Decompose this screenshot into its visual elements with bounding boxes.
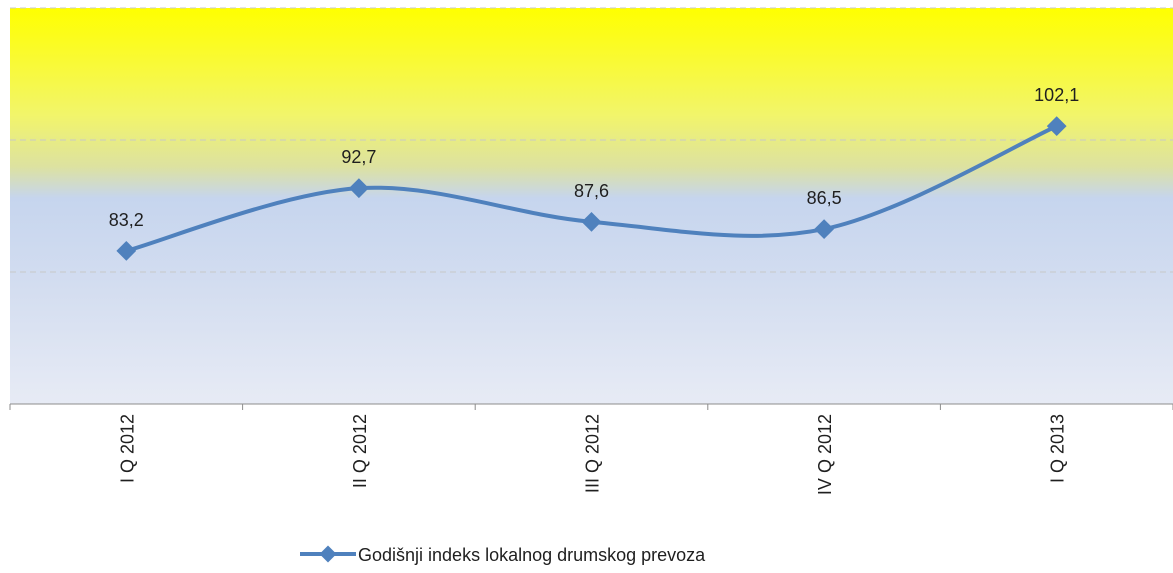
x-tick-label: I Q 2013 [1048,414,1068,483]
legend-label: Godišnji indeks lokalnog drumskog prevoz… [358,545,706,565]
plot-background [10,8,1173,404]
data-label: 87,6 [574,181,609,201]
axes [9,403,1173,410]
x-tick-label: I Q 2012 [117,414,137,483]
data-point-marker [349,178,369,199]
gridlines [10,7,1173,273]
x-tick-label: III Q 2012 [583,414,603,493]
x-tick-labels: I Q 2012 II Q 2012 III Q 2012 IV Q 2012 I Q … [117,414,1067,495]
data-point-marker [1046,116,1067,137]
x-tick-label: II Q 2012 [350,414,370,488]
data-label: 86,5 [807,188,842,208]
data-labels: 83,2 92,7 87,6 86,5 102,1 [109,85,1079,230]
legend-marker-icon [319,545,337,563]
x-tick-label: IV Q 2012 [815,414,835,495]
legend: Godišnji indeks lokalnog drumskog prevoz… [300,545,706,565]
data-point-marker [116,240,137,261]
data-label: 83,2 [109,210,144,230]
data-label: 102,1 [1034,85,1079,105]
data-label: 92,7 [341,147,376,167]
